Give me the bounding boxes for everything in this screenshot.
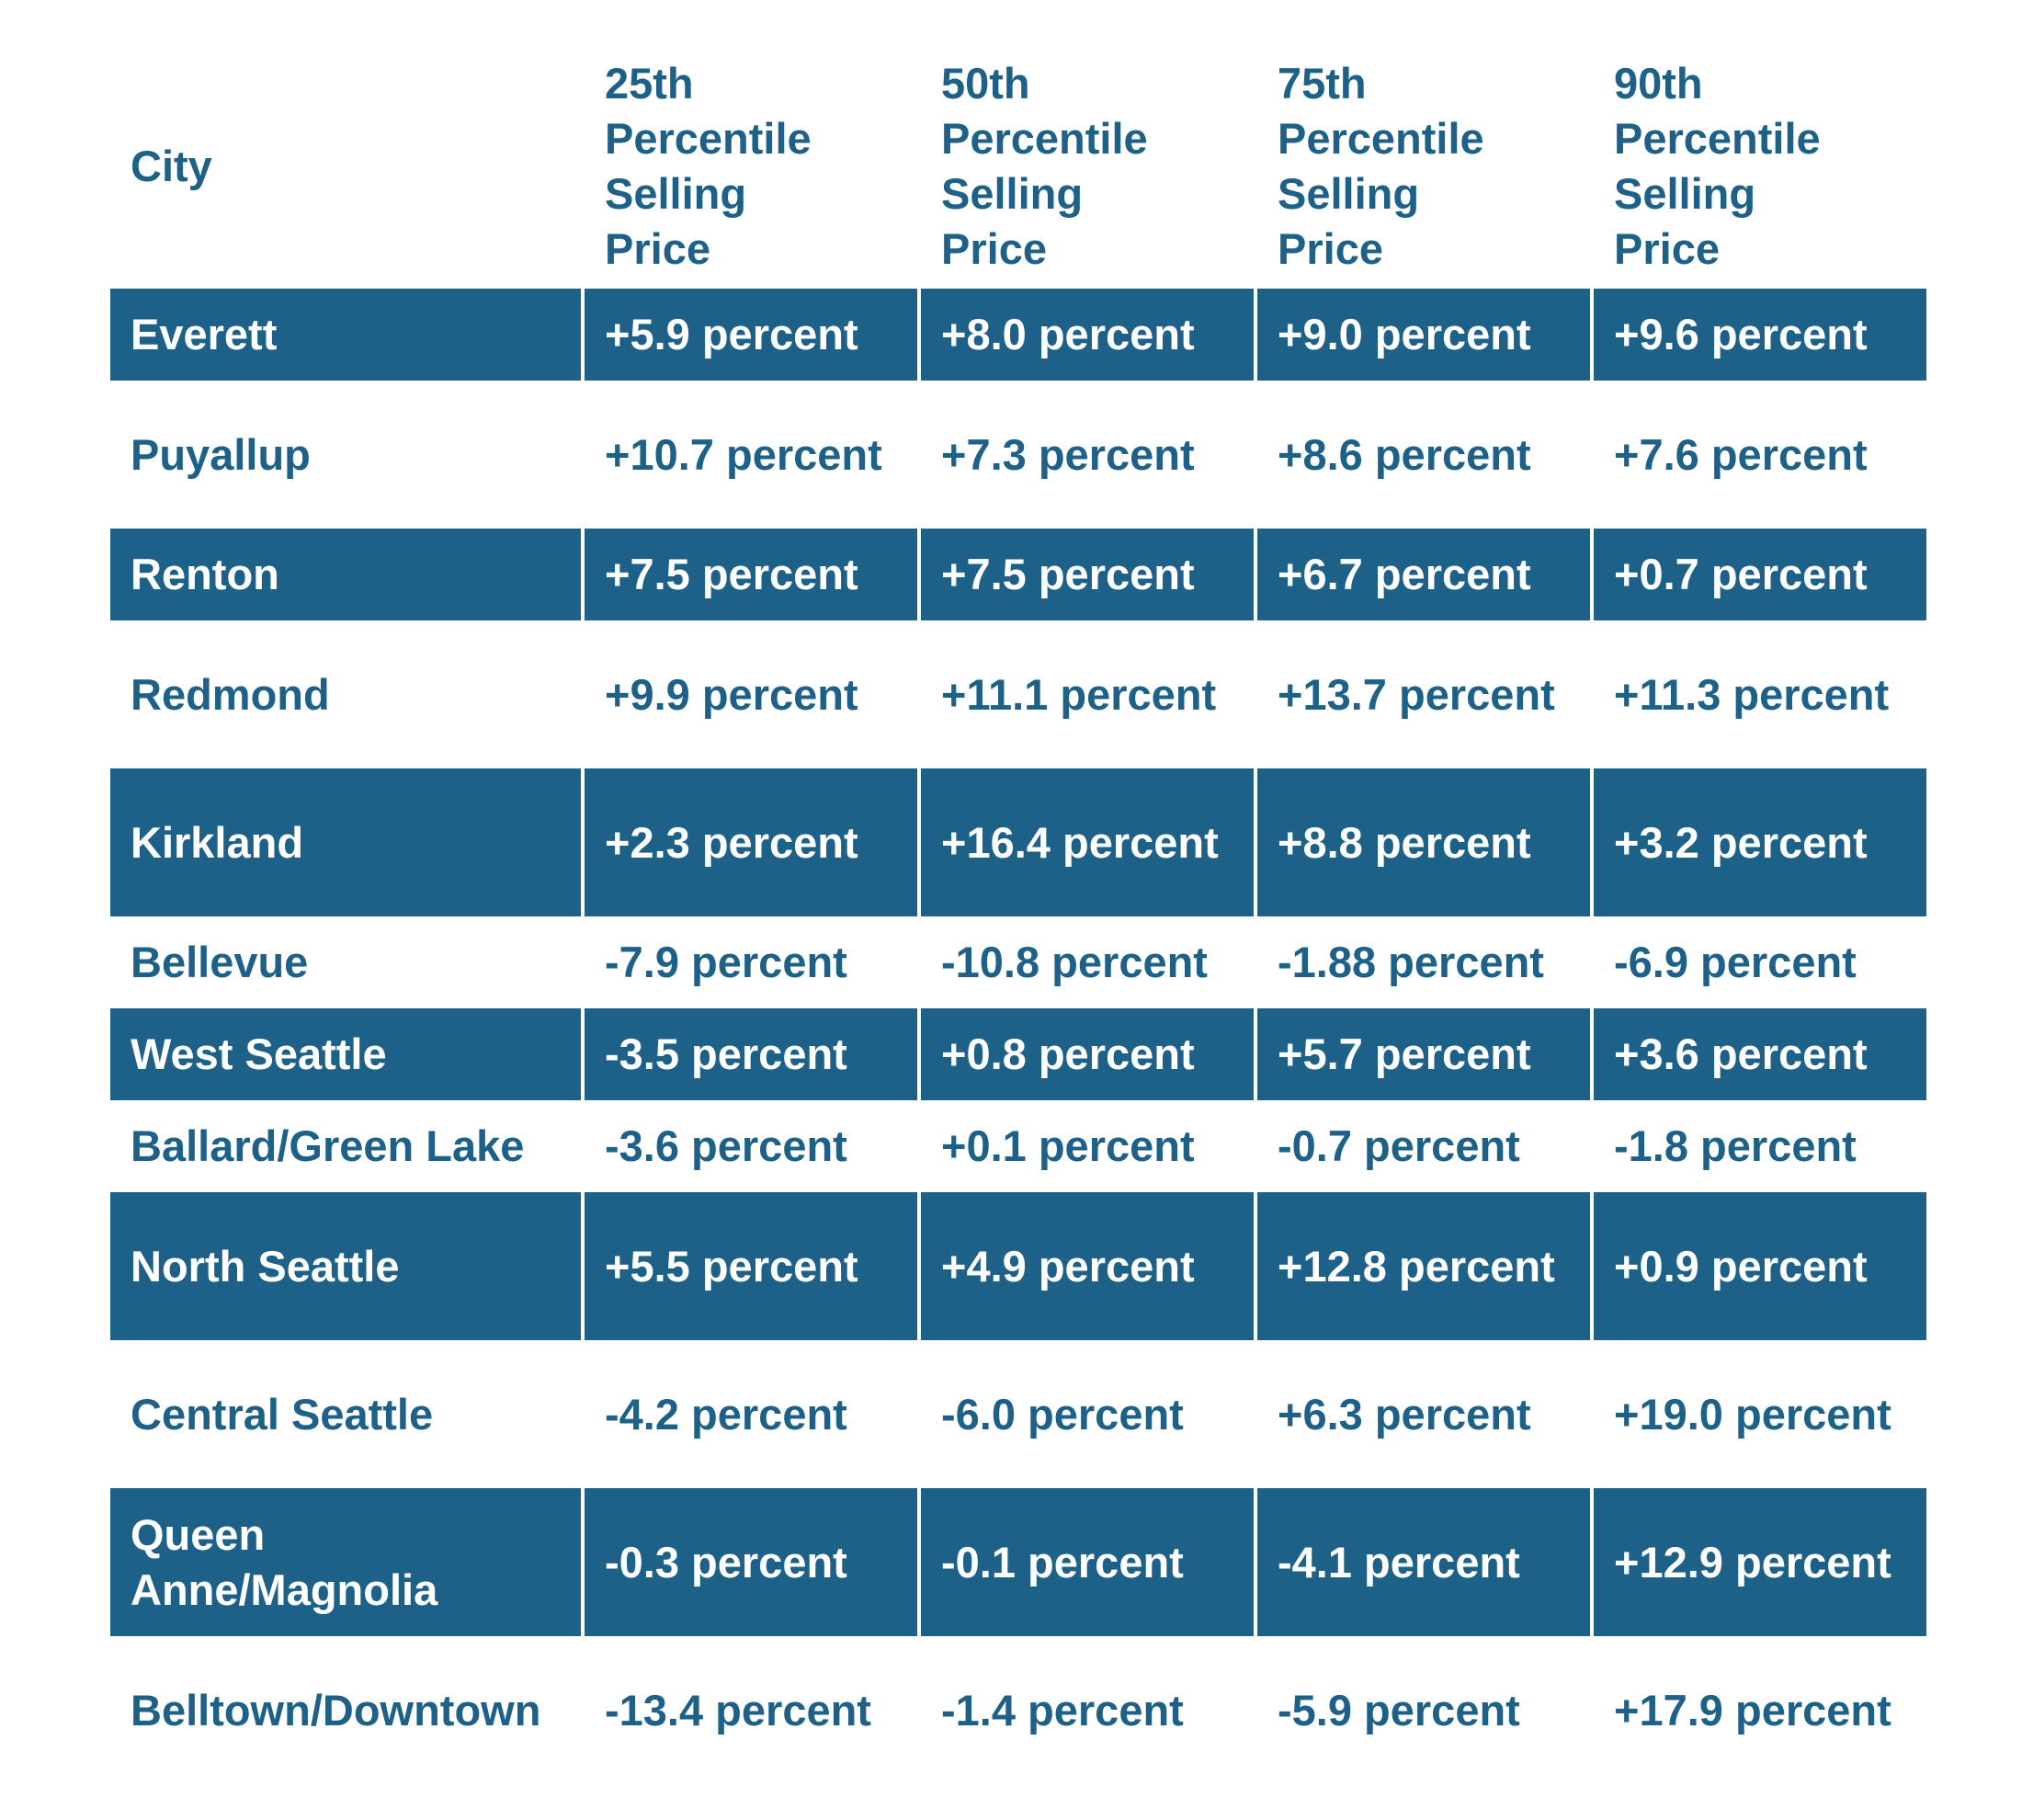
header-25th-percentile: 25th Percentile Selling Price [585,44,917,289]
p50-cell: +7.5 percent [921,529,1254,620]
p75-cell: -5.9 percent [1257,1636,1590,1784]
p90-cell: +0.9 percent [1594,1192,1926,1340]
p25-cell: +9.9 percent [585,620,917,768]
p25-cell: -3.5 percent [585,1008,917,1100]
header-line: 75th [1278,59,1367,108]
p25-cell: -0.3 percent [585,1488,917,1636]
header-50th-percentile: 50th Percentile Selling Price [921,44,1254,289]
table-row: Ballard/Green Lake -3.6 percent +0.1 perce… [110,1100,1926,1192]
table-row: North Seattle +5.5 percent +4.9 percent +12… [110,1192,1926,1340]
p75-cell: +13.7 percent [1257,620,1590,768]
p75-cell: -4.1 percent [1257,1488,1590,1636]
header-90th-percentile: 90th Percentile Selling Price [1594,44,1926,289]
p90-cell: +17.9 percent [1594,1636,1926,1784]
p50-cell: +0.1 percent [921,1100,1254,1192]
p25-cell: +10.7 percent [585,381,917,529]
p75-cell: +8.8 percent [1257,768,1590,916]
p90-cell: +11.3 percent [1594,620,1926,768]
p50-cell: +11.1 percent [921,620,1254,768]
p75-cell: +8.6 percent [1257,381,1590,529]
header-line: Price [1614,224,1720,273]
header-line: 90th [1614,59,1703,108]
table-row: Renton +7.5 percent +7.5 percent +6.7 perce… [110,529,1926,620]
p25-cell: -4.2 percent [585,1340,917,1488]
header-line: 25th [605,59,694,108]
city-cell: North Seattle [110,1192,581,1340]
table-row: Redmond +9.9 percent +11.1 percent +13.7 pe… [110,620,1926,768]
percentile-table: City 25th Percentile Selling Price 50th Percen… [107,44,1930,1784]
p25-cell: -3.6 percent [585,1100,917,1192]
table-body: Everett +5.9 percent +8.0 percent +9.0 perc… [110,289,1926,1784]
p90-cell: -1.8 percent [1594,1100,1926,1192]
table-row: Central Seattle -4.2 percent -6.0 percent +… [110,1340,1926,1488]
p50-cell: -6.0 percent [921,1340,1254,1488]
city-cell: Redmond [110,620,581,768]
p25-cell: +5.9 percent [585,289,917,381]
p25-cell: +2.3 percent [585,768,917,916]
city-cell: Puyallup [110,381,581,529]
p75-cell: +6.7 percent [1257,529,1590,620]
p90-cell: +0.7 percent [1594,529,1926,620]
p50-cell: +0.8 percent [921,1008,1254,1100]
header-line: Selling [1614,169,1756,218]
table-row: West Seattle -3.5 percent +0.8 percent +5.7… [110,1008,1926,1100]
header-line: Price [605,224,710,273]
city-cell: Everett [110,289,581,381]
header-line: Selling [605,169,747,218]
table-header-row: City 25th Percentile Selling Price 50th Percen… [110,44,1926,289]
city-cell: Ballard/Green Lake [110,1100,581,1192]
city-cell: Renton [110,529,581,620]
p25-cell: +7.5 percent [585,529,917,620]
p90-cell: +19.0 percent [1594,1340,1926,1488]
p90-cell: +12.9 percent [1594,1488,1926,1636]
city-cell: Queen Anne/Magnolia [110,1488,581,1636]
p50-cell: +8.0 percent [921,289,1254,381]
header-line: City [131,142,212,190]
p75-cell: -0.7 percent [1257,1100,1590,1192]
header-line: Price [941,224,1047,273]
p50-cell: +16.4 percent [921,768,1254,916]
header-line: Percentile [941,114,1148,163]
table-row: Belltown/Downtown -13.4 percent -1.4 perce… [110,1636,1926,1784]
city-cell: Belltown/Downtown [110,1636,581,1784]
city-cell: Bellevue [110,916,581,1008]
table-row: Kirkland +2.3 percent +16.4 percent +8.8 pe… [110,768,1926,916]
p50-cell: +7.3 percent [921,381,1254,529]
table-row: Everett +5.9 percent +8.0 percent +9.0 perc… [110,289,1926,381]
header-city: City [110,44,581,289]
p50-cell: +4.9 percent [921,1192,1254,1340]
header-line: 50th [941,59,1030,108]
p25-cell: -7.9 percent [585,916,917,1008]
p50-cell: -0.1 percent [921,1488,1254,1636]
header-line: Selling [941,169,1084,218]
header-line: Percentile [605,114,812,163]
p50-cell: -1.4 percent [921,1636,1254,1784]
p90-cell: +9.6 percent [1594,289,1926,381]
p90-cell: -6.9 percent [1594,916,1926,1008]
p75-cell: +6.3 percent [1257,1340,1590,1488]
header-line: Price [1278,224,1383,273]
p75-cell: +5.7 percent [1257,1008,1590,1100]
p75-cell: -1.88 percent [1257,916,1590,1008]
city-cell: Kirkland [110,768,581,916]
p90-cell: +3.2 percent [1594,768,1926,916]
city-cell: West Seattle [110,1008,581,1100]
header-line: Percentile [1278,114,1484,163]
header-75th-percentile: 75th Percentile Selling Price [1257,44,1590,289]
table-row: Queen Anne/Magnolia -0.3 percent -0.1 perc… [110,1488,1926,1636]
header-line: Selling [1278,169,1420,218]
p75-cell: +12.8 percent [1257,1192,1590,1340]
table-row: Puyallup +10.7 percent +7.3 percent +8.6 pe… [110,381,1926,529]
price-change-table: City 25th Percentile Selling Price 50th Percen… [110,44,1926,1784]
p90-cell: +7.6 percent [1594,381,1926,529]
table-row: Bellevue -7.9 percent -10.8 percent -1.88 p… [110,916,1926,1008]
city-cell: Central Seattle [110,1340,581,1488]
p90-cell: +3.6 percent [1594,1008,1926,1100]
p25-cell: -13.4 percent [585,1636,917,1784]
p25-cell: +5.5 percent [585,1192,917,1340]
p50-cell: -10.8 percent [921,916,1254,1008]
p75-cell: +9.0 percent [1257,289,1590,381]
header-line: Percentile [1614,114,1821,163]
